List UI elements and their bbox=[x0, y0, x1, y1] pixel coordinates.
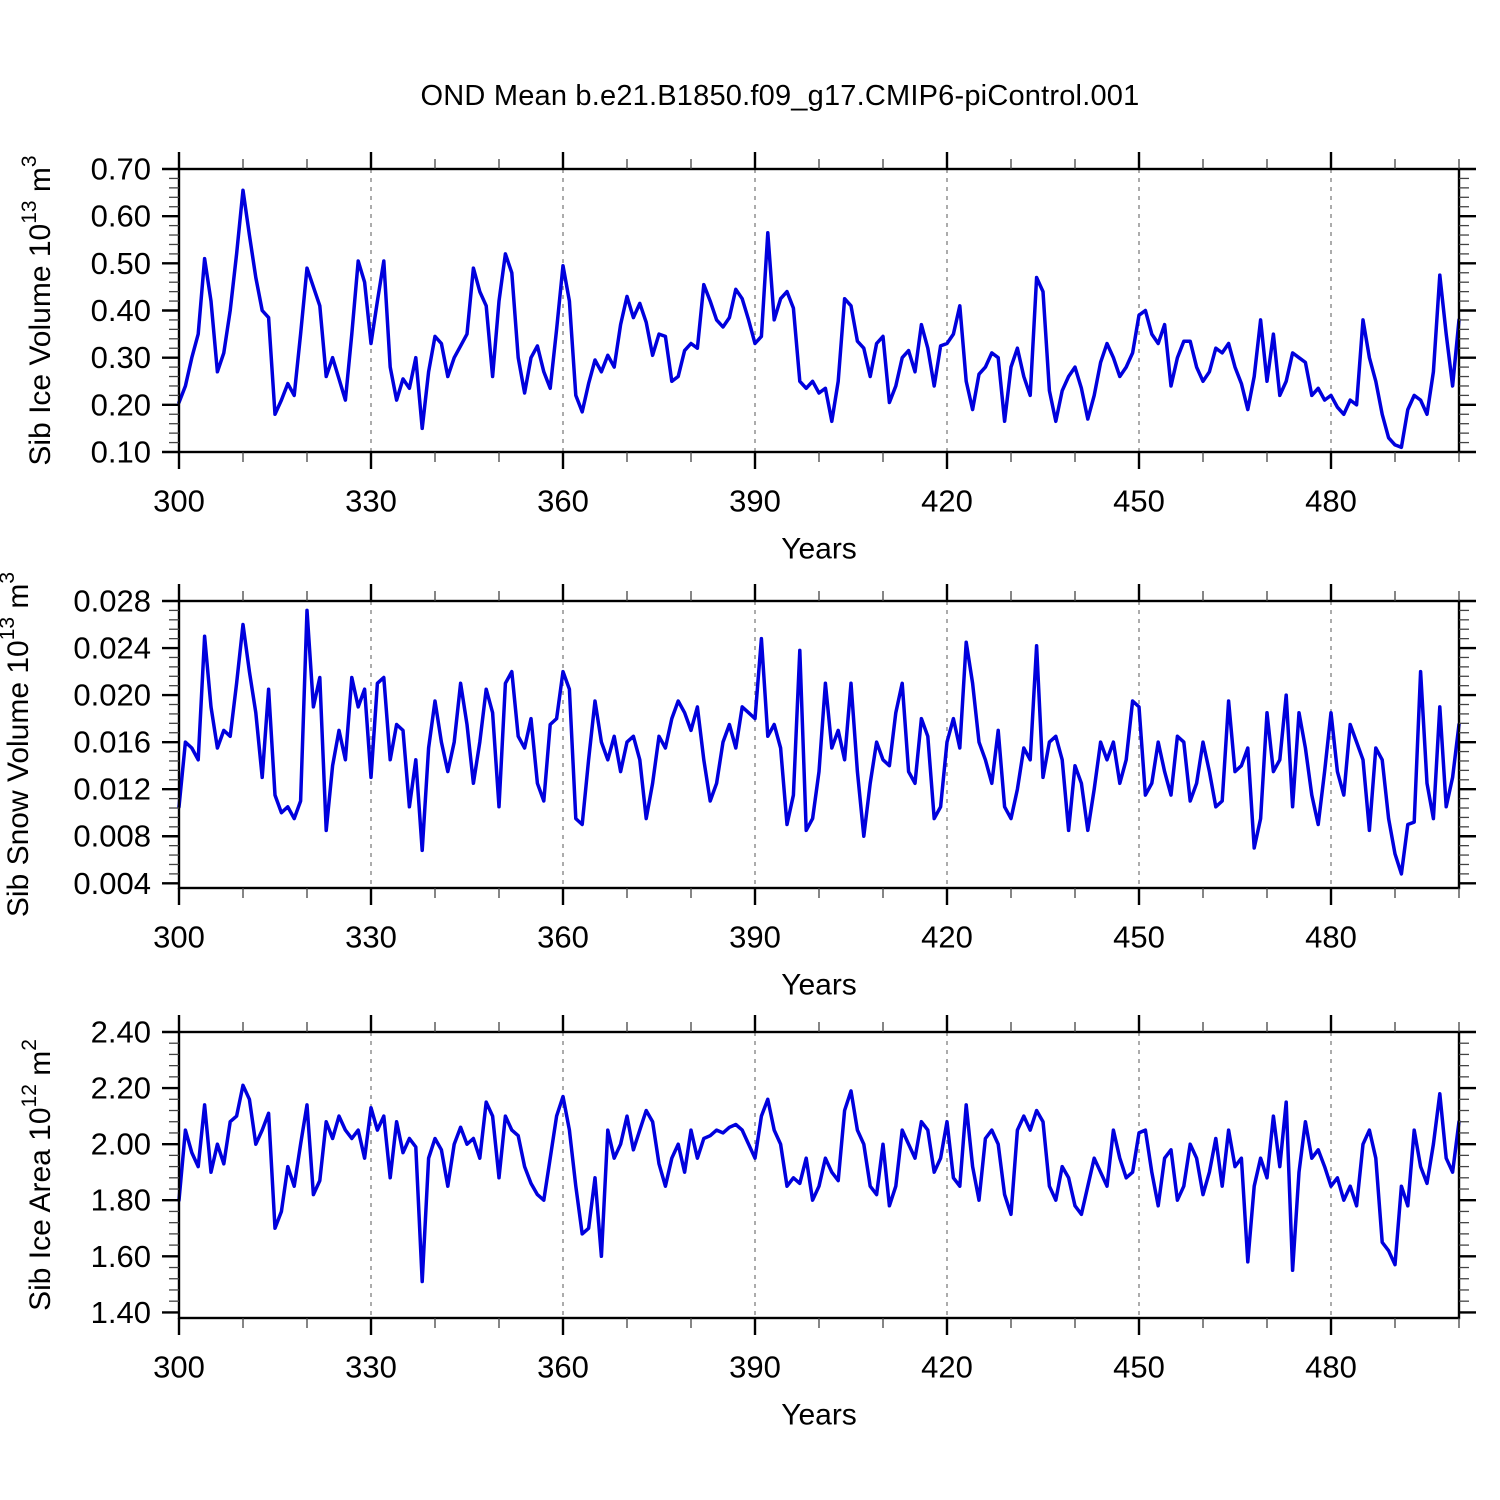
y-axis-title: Sib Ice Area 1012 m2 bbox=[18, 1039, 57, 1311]
x-axis-ticks bbox=[177, 1015, 1460, 1335]
y-tick-label: 0.10 bbox=[91, 435, 151, 470]
y-axis-ticks bbox=[162, 599, 1476, 885]
y-tick-label: 1.40 bbox=[91, 1295, 151, 1330]
series-sib-ice-volume-line bbox=[177, 188, 1461, 450]
x-tick-labels: 300 330 360 390 420 450 480 bbox=[153, 920, 1357, 955]
y-axis-ticks bbox=[162, 1030, 1476, 1314]
y-tick-label: 0.008 bbox=[73, 819, 151, 854]
y-axis-title: Sib Ice Volume 1013 m3 bbox=[18, 155, 57, 465]
x-tick-label: 390 bbox=[729, 484, 781, 519]
y-axis-title-text: Sib Ice Area 1012 m2 bbox=[18, 1039, 57, 1311]
y-tick-label: 2.20 bbox=[91, 1071, 151, 1106]
x-tick-label: 360 bbox=[537, 1350, 589, 1385]
x-axis-ticks bbox=[177, 584, 1460, 905]
x-tick-label: 300 bbox=[153, 484, 205, 519]
y-tick-label: 0.60 bbox=[91, 199, 151, 234]
x-axis-title: Years bbox=[781, 1399, 857, 1432]
series-sib-snow-volume-line bbox=[177, 608, 1461, 876]
x-tick-label: 450 bbox=[1113, 920, 1165, 955]
y-tick-labels: 0.004 0.008 0.012 0.016 0.020 0.024 0.028 bbox=[73, 584, 151, 901]
x-gridlines bbox=[370, 169, 1332, 452]
y-tick-label: 0.028 bbox=[73, 584, 151, 619]
x-gridlines bbox=[370, 601, 1332, 888]
x-axis-title: Years bbox=[781, 969, 857, 1002]
x-tick-label: 390 bbox=[729, 920, 781, 955]
x-axis-ticks bbox=[177, 152, 1460, 469]
y-tick-label: 0.30 bbox=[91, 340, 151, 375]
x-tick-label: 390 bbox=[729, 1350, 781, 1385]
y-tick-label: 0.024 bbox=[73, 631, 151, 666]
y-axis-title-text: Sib Ice Volume 1013 m3 bbox=[18, 155, 57, 465]
x-tick-labels: 300 330 360 390 420 450 480 bbox=[153, 484, 1357, 519]
x-axis-title-text: Years bbox=[781, 533, 857, 566]
y-tick-label: 0.004 bbox=[73, 866, 151, 901]
series-sib-ice-area-line bbox=[177, 1083, 1461, 1284]
y-tick-labels: 0.10 0.20 0.30 0.40 0.50 0.60 0.70 bbox=[91, 152, 151, 470]
x-axis-title-text: Years bbox=[781, 969, 857, 1002]
x-tick-label: 480 bbox=[1305, 920, 1357, 955]
x-tick-label: 450 bbox=[1113, 1350, 1165, 1385]
y-tick-labels: 1.40 1.60 1.80 2.00 2.20 2.40 bbox=[91, 1015, 151, 1330]
y-tick-label: 0.012 bbox=[73, 772, 151, 807]
x-tick-label: 420 bbox=[921, 484, 973, 519]
x-axis-title: Years bbox=[781, 533, 857, 566]
x-tick-label: 420 bbox=[921, 1350, 973, 1385]
x-tick-label: 300 bbox=[153, 1350, 205, 1385]
y-tick-label: 0.70 bbox=[91, 152, 151, 187]
x-tick-label: 420 bbox=[921, 920, 973, 955]
x-tick-label: 330 bbox=[345, 1350, 397, 1385]
panel-sib-snow-volume: 0.004 0.008 0.012 0.016 0.020 0.024 0.028 300 33… bbox=[0, 572, 1476, 1002]
x-tick-label: 360 bbox=[537, 484, 589, 519]
y-tick-label: 1.60 bbox=[91, 1239, 151, 1274]
y-axis-title-text: Sib Snow Volume 1013 m3 bbox=[0, 572, 35, 917]
y-tick-label: 0.020 bbox=[73, 678, 151, 713]
x-tick-label: 450 bbox=[1113, 484, 1165, 519]
x-gridlines bbox=[370, 1032, 1332, 1318]
x-tick-label: 300 bbox=[153, 920, 205, 955]
plot-frame bbox=[177, 167, 1461, 454]
y-tick-label: 0.50 bbox=[91, 246, 151, 281]
panel-sib-ice-volume: 0.10 0.20 0.30 0.40 0.50 0.60 0.70 300 330 360 390… bbox=[18, 152, 1476, 566]
x-axis-title-text: Years bbox=[781, 1399, 857, 1432]
x-tick-label: 330 bbox=[345, 484, 397, 519]
y-tick-label: 1.80 bbox=[91, 1183, 151, 1218]
y-tick-label: 2.40 bbox=[91, 1015, 151, 1050]
y-tick-label: 0.016 bbox=[73, 725, 151, 760]
x-tick-label: 480 bbox=[1305, 484, 1357, 519]
x-tick-label: 480 bbox=[1305, 1350, 1357, 1385]
panel-sib-ice-area: 1.40 1.60 1.80 2.00 2.20 2.40 300 330 360 390 420 4… bbox=[18, 1015, 1476, 1432]
x-tick-label: 360 bbox=[537, 920, 589, 955]
page-title: OND Mean b.e21.B1850.f09_g17.CMIP6-piCon… bbox=[420, 80, 1140, 112]
y-axis-ticks bbox=[162, 167, 1476, 454]
y-tick-label: 2.00 bbox=[91, 1127, 151, 1162]
y-tick-label: 0.40 bbox=[91, 293, 151, 328]
x-tick-label: 330 bbox=[345, 920, 397, 955]
y-tick-label: 0.20 bbox=[91, 387, 151, 422]
x-tick-labels: 300 330 360 390 420 450 480 bbox=[153, 1350, 1357, 1385]
y-axis-title: Sib Snow Volume 1013 m3 bbox=[0, 572, 35, 917]
